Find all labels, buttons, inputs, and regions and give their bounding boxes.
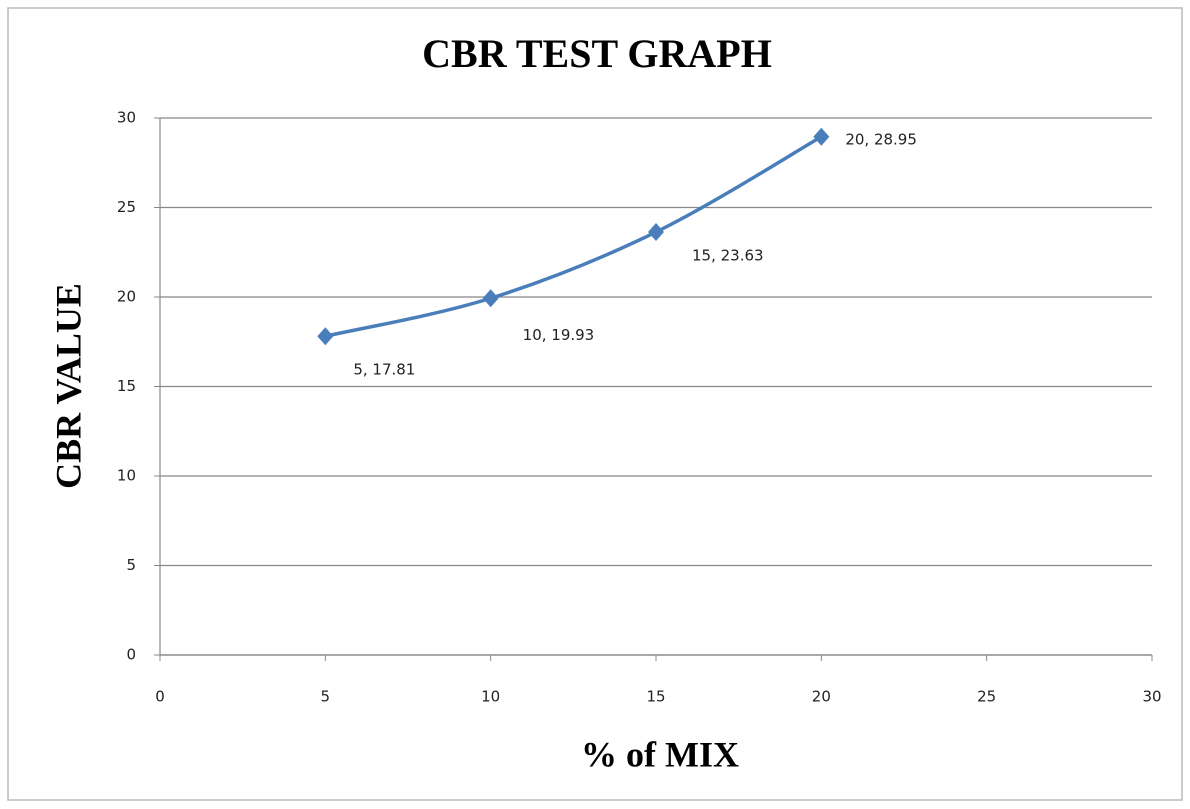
chart-frame [7,7,1183,801]
data-label: 20, 28.95 [845,130,917,148]
marker [648,223,664,242]
y-tick-label: 20 [117,288,136,306]
y-tick-label: 5 [126,556,136,574]
data-label: 10, 19.93 [523,326,595,344]
chart-title: CBR TEST GRAPH [422,31,772,76]
y-tick-label: 15 [117,377,136,395]
series-line [324,135,823,338]
x-tick-label: 15 [646,688,665,706]
marker [482,289,499,308]
y-tick-label: 30 [117,109,136,127]
y-tick-label: 25 [117,198,136,216]
x-axis-label: % of MIX [581,734,739,774]
y-tick-label: 10 [117,467,136,485]
x-tick-label: 5 [321,688,331,706]
x-tick-label: 0 [155,688,165,706]
y-tick-label: 0 [126,646,136,664]
x-tick-label: 30 [1142,688,1161,706]
data-label: 15, 23.63 [692,247,764,265]
x-tick-label: 20 [812,688,831,706]
data-label: 5, 17.81 [353,361,415,379]
marker [813,127,830,146]
x-tick-label: 25 [977,688,996,706]
marker [317,327,334,346]
x-tick-label: 10 [481,688,500,706]
y-axis-label: CBR VALUE [48,283,88,489]
